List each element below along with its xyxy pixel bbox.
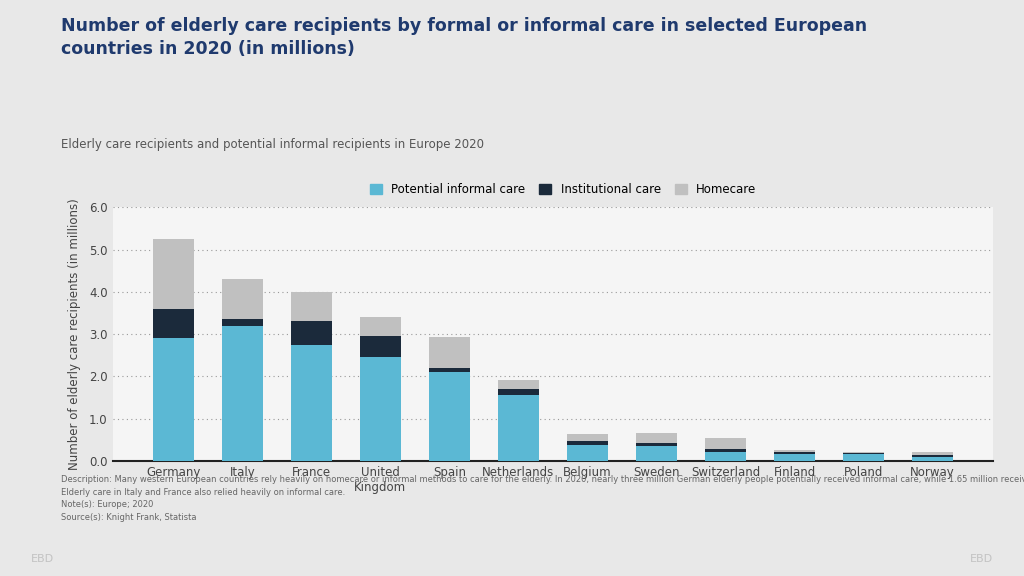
Bar bbox=[221, 325, 263, 461]
Bar bbox=[705, 438, 746, 449]
Bar bbox=[291, 344, 332, 461]
Bar bbox=[498, 389, 540, 395]
Bar bbox=[705, 452, 746, 461]
Bar bbox=[566, 434, 608, 441]
Bar bbox=[498, 380, 540, 389]
Bar bbox=[636, 433, 677, 443]
Bar bbox=[429, 338, 470, 368]
Bar bbox=[359, 317, 401, 336]
Bar bbox=[291, 292, 332, 321]
Bar bbox=[705, 449, 746, 452]
Bar bbox=[911, 452, 953, 455]
Text: EBD: EBD bbox=[970, 555, 993, 564]
Bar bbox=[566, 441, 608, 445]
Bar bbox=[774, 450, 815, 452]
Bar bbox=[221, 279, 263, 319]
Bar bbox=[843, 452, 885, 453]
Bar bbox=[359, 336, 401, 357]
Bar bbox=[911, 455, 953, 457]
Bar bbox=[153, 309, 195, 338]
Text: Description: Many western European countries rely heavily on homecare or informa: Description: Many western European count… bbox=[61, 475, 1024, 522]
Bar bbox=[221, 319, 263, 325]
Text: EBD: EBD bbox=[31, 555, 54, 564]
Bar bbox=[774, 452, 815, 454]
Bar bbox=[636, 443, 677, 446]
Bar bbox=[429, 372, 470, 461]
Bar bbox=[843, 453, 885, 454]
Bar bbox=[636, 446, 677, 461]
Bar bbox=[153, 338, 195, 461]
Bar bbox=[498, 395, 540, 461]
Bar bbox=[359, 357, 401, 461]
Bar bbox=[911, 457, 953, 461]
Bar bbox=[291, 321, 332, 344]
Bar bbox=[429, 368, 470, 372]
Bar bbox=[153, 239, 195, 309]
Bar bbox=[843, 454, 885, 461]
Bar bbox=[566, 445, 608, 461]
Bar bbox=[774, 454, 815, 461]
Text: Number of elderly care recipients by formal or informal care in selected Europea: Number of elderly care recipients by for… bbox=[61, 17, 867, 58]
Legend: Potential informal care, Institutional care, Homecare: Potential informal care, Institutional c… bbox=[366, 179, 761, 201]
Text: Elderly care recipients and potential informal recipients in Europe 2020: Elderly care recipients and potential in… bbox=[61, 138, 484, 151]
Y-axis label: Number of elderly care recipients (in millions): Number of elderly care recipients (in mi… bbox=[68, 198, 81, 470]
